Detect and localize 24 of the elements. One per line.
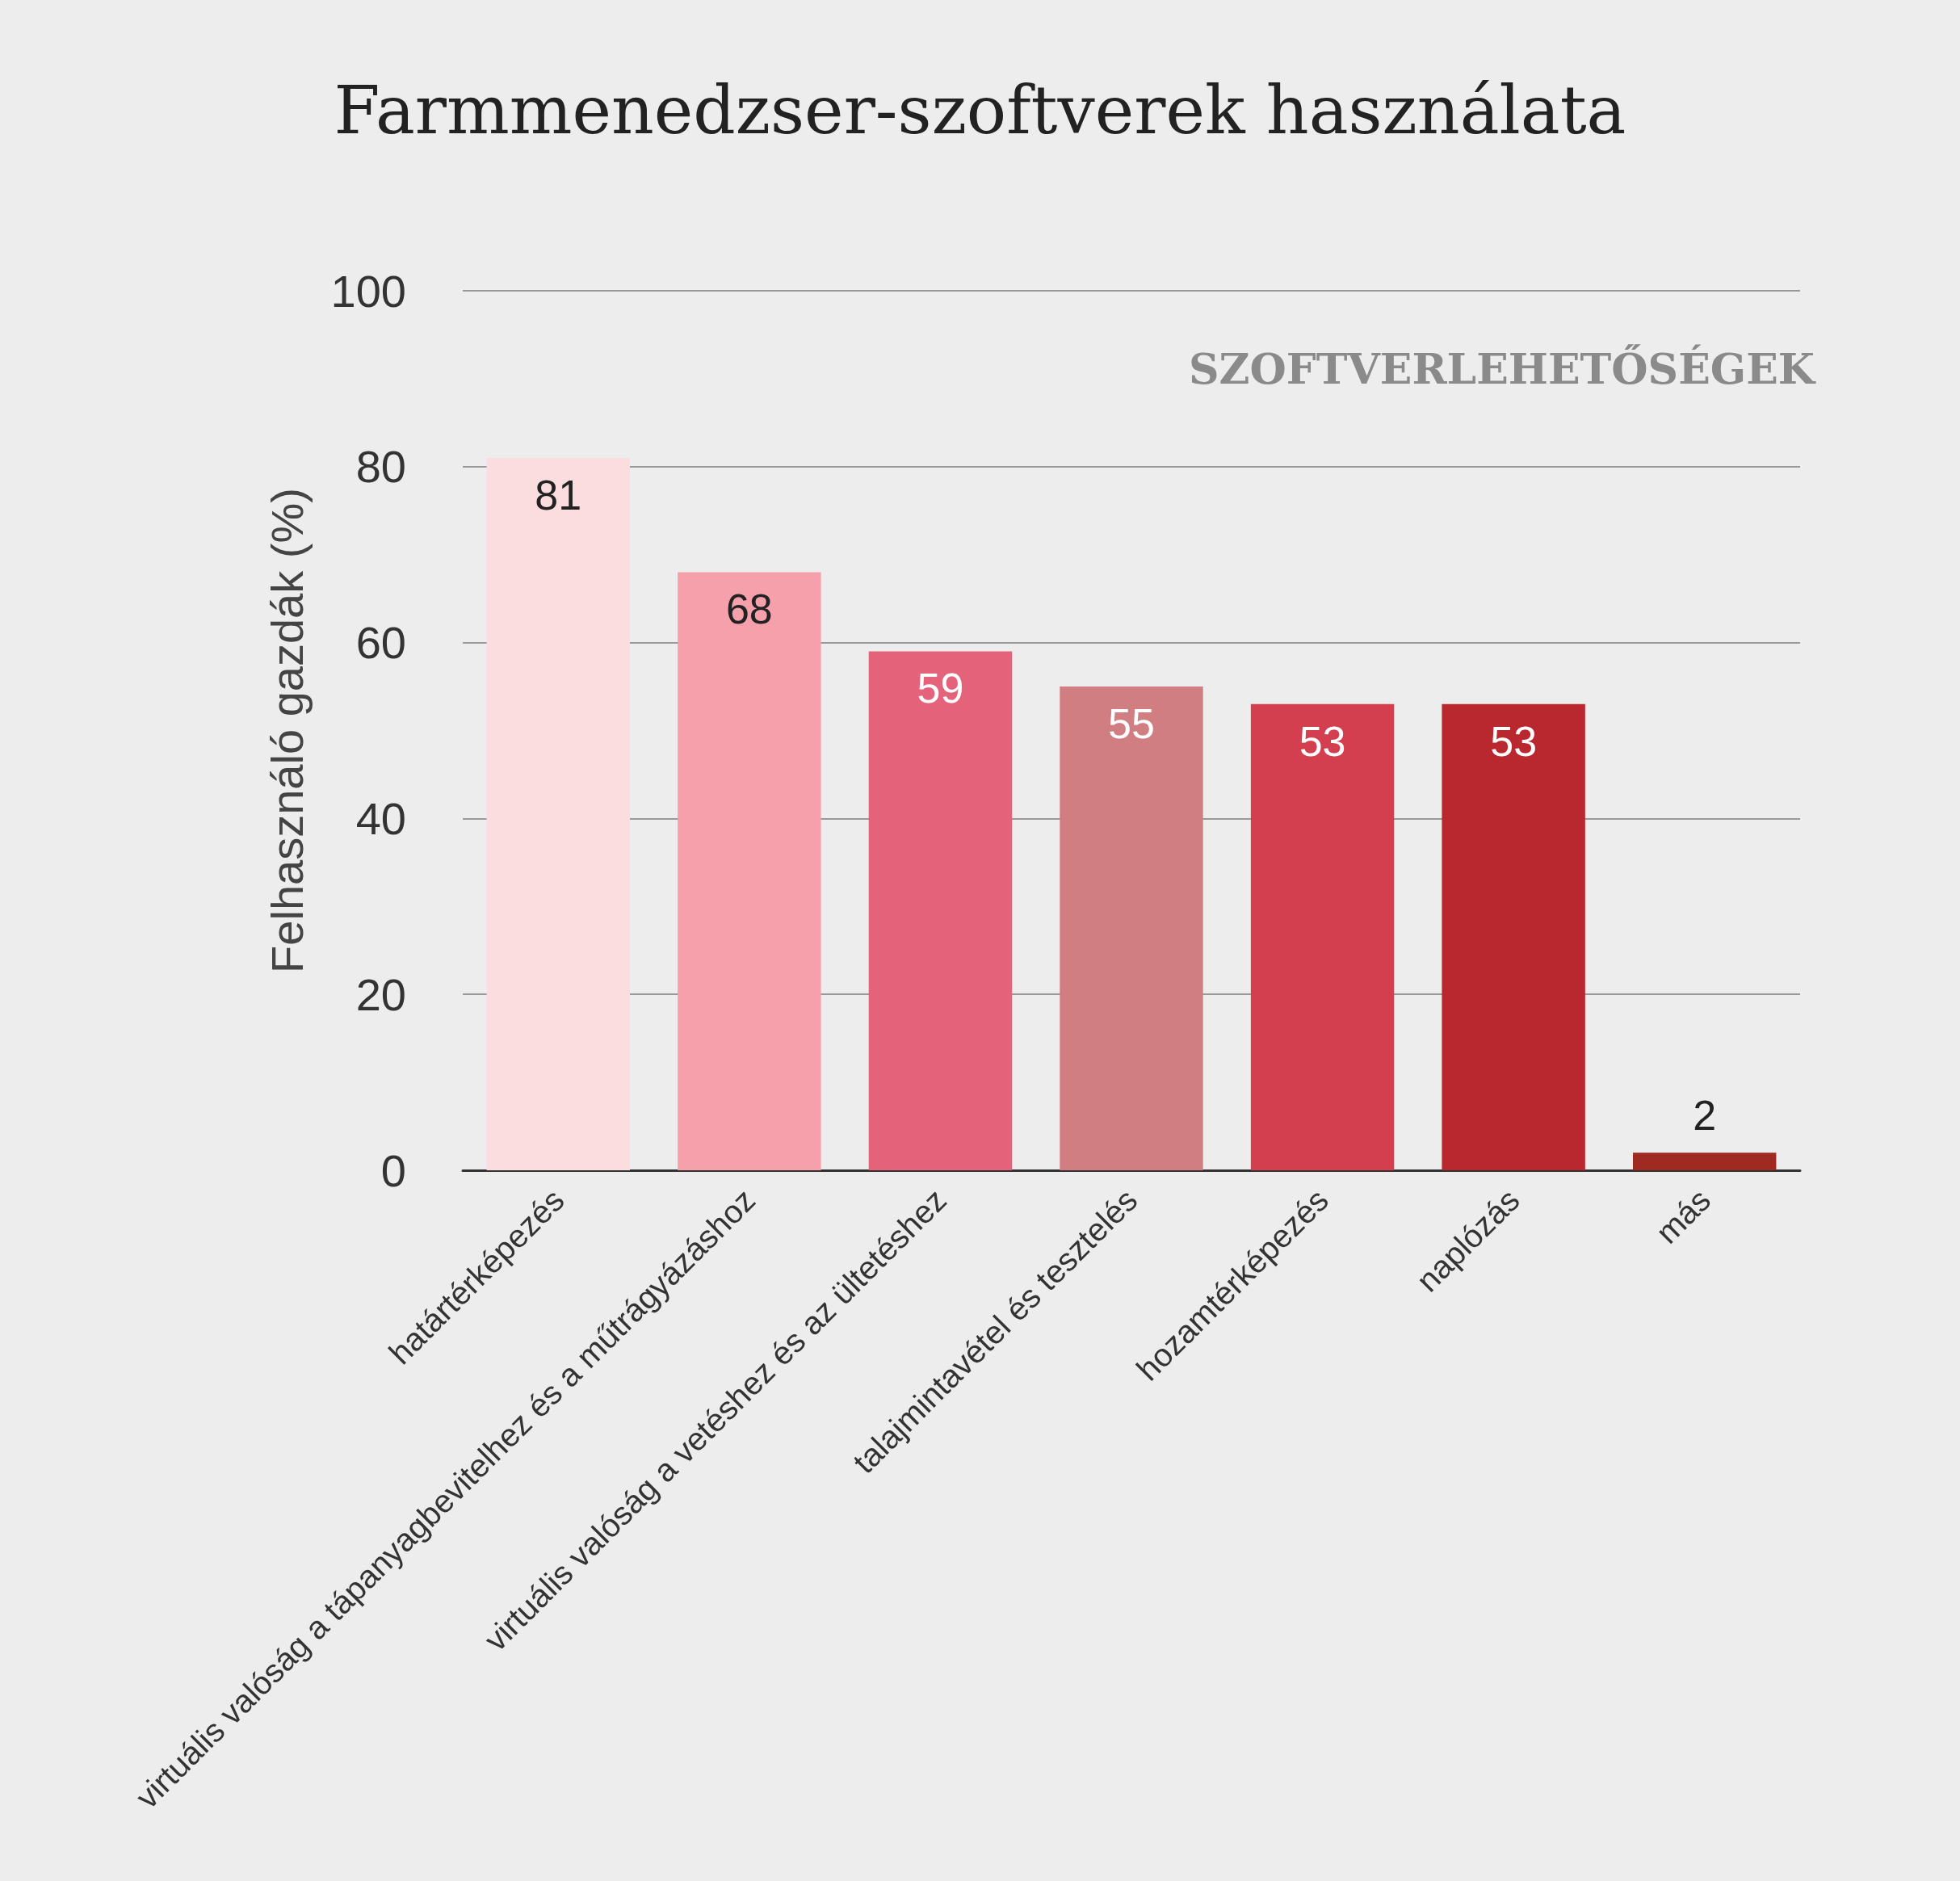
- bar: [1250, 703, 1395, 1170]
- bar: [678, 572, 821, 1170]
- y-tick-label: 60: [355, 617, 406, 669]
- bar: [1442, 703, 1585, 1170]
- y-tick-label: 20: [355, 968, 406, 1020]
- bar: [1633, 1153, 1777, 1170]
- bar: [1060, 686, 1203, 1170]
- data-label: 2: [1693, 1092, 1717, 1140]
- data-label: 59: [917, 665, 964, 712]
- data-label: 81: [535, 471, 582, 519]
- y-tick-label: 40: [355, 792, 406, 844]
- data-label: 53: [1490, 717, 1538, 765]
- y-tick-label: 80: [355, 441, 406, 493]
- y-tick-label: 100: [330, 265, 406, 317]
- data-label: 55: [1108, 700, 1155, 748]
- bar: [486, 457, 630, 1170]
- bar: [868, 651, 1013, 1170]
- y-axis-title: Felhasználó gazdák (%): [261, 488, 313, 973]
- data-label: 53: [1299, 717, 1346, 765]
- x-tick-label: más: [1648, 1182, 1718, 1250]
- y-tick-label: 0: [380, 1144, 406, 1196]
- data-label: 68: [725, 586, 773, 633]
- x-axis-title: SZOFTVERLEHETŐSÉGEK: [1189, 343, 1816, 393]
- chart-title: Farmmenedzser-szoftverek használata: [334, 71, 1626, 149]
